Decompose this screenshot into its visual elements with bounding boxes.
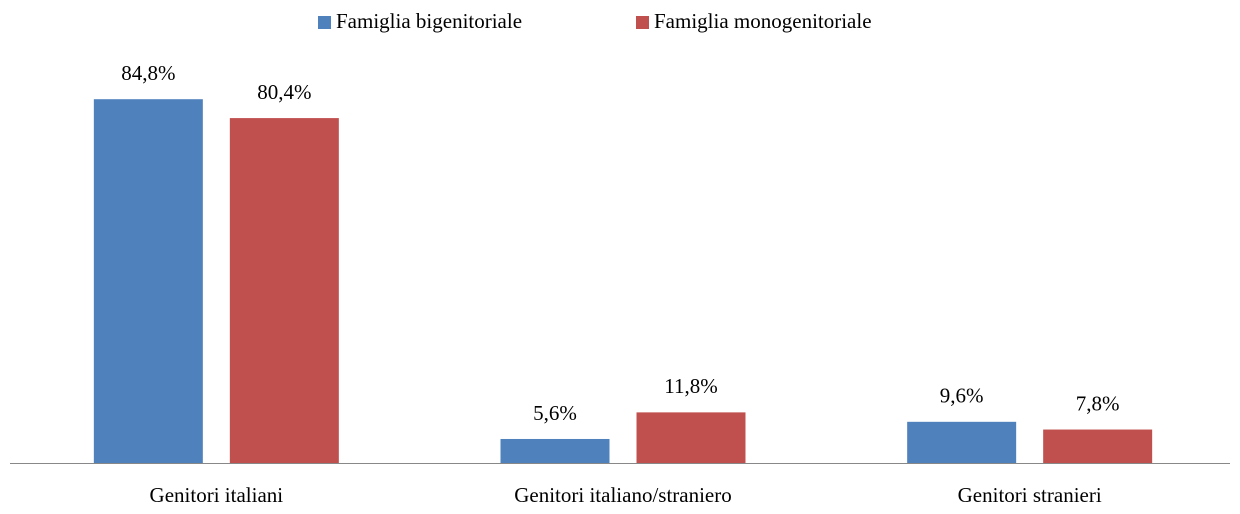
legend-label: Famiglia monogenitoriale [654,9,872,33]
value-label: 9,6% [940,384,984,408]
value-label: 5,6% [533,401,577,425]
x-tick-label: Genitori stranieri [958,483,1102,507]
bar [1043,429,1153,463]
value-label: 7,8% [1076,391,1120,415]
bar [93,99,203,463]
value-label: 80,4% [257,80,311,104]
legend-label: Famiglia bigenitoriale [336,9,522,33]
bar [636,412,746,463]
bar [907,421,1017,463]
legend-swatch [318,16,331,29]
value-label: 84,8% [121,61,175,85]
bar [500,438,610,463]
bar [229,118,339,464]
x-tick-label: Genitori italiani [150,483,284,507]
value-label: 11,8% [664,374,717,398]
x-tick-label: Genitori italiano/straniero [514,483,732,507]
legend-swatch [636,16,649,29]
